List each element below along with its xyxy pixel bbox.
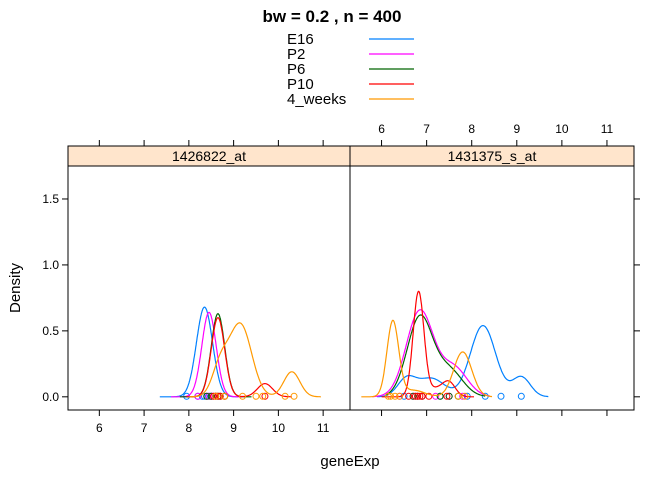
- rug-point-p10: [216, 392, 224, 400]
- rug-point-p10: [418, 392, 426, 400]
- rug-point-p2: [432, 392, 440, 400]
- panel-1: 1426822_at: [67, 145, 351, 411]
- x-tick-label: 10: [272, 421, 286, 435]
- rug-point-4_weeks: [259, 392, 267, 400]
- legend-label-4_weeks: 4_weeks: [287, 91, 346, 108]
- x-axis-label: geneExp: [320, 453, 379, 470]
- legend-label-p6: P6: [287, 61, 305, 78]
- density-line-4_weeks: [361, 319, 493, 398]
- rug-point-p10: [261, 392, 269, 400]
- x-tick-label: 11: [317, 421, 330, 435]
- rug-point-p10: [443, 392, 451, 400]
- rug-point-p10: [209, 392, 217, 400]
- rug-point-4_weeks: [252, 392, 260, 400]
- x-tick-label: 9: [230, 421, 237, 435]
- x-tick-label-top: 9: [513, 122, 520, 136]
- y-tick-label: 1.5: [42, 192, 59, 206]
- rug-point-4_weeks: [221, 392, 229, 400]
- axes: 6 7 8 9 10 11 6 7 8 9 10 11 0.0 0.5 1.0 1.5: [42, 122, 640, 435]
- rug-point-p10: [411, 392, 419, 400]
- rug-point-4_weeks: [290, 392, 298, 400]
- panels: 1426822_at 1431375_s_at: [67, 145, 635, 411]
- rug-point-p10: [405, 392, 413, 400]
- chart-title: bw = 0.2 , n = 400: [263, 7, 402, 26]
- strip-label: 1431375_s_at: [448, 148, 537, 164]
- x-tick-label-top: 7: [423, 122, 430, 136]
- panel-border-2: [349, 165, 635, 411]
- rug-point-e16: [497, 392, 505, 400]
- rug-point-p6: [409, 392, 417, 400]
- legend-label-e16: E16: [287, 31, 314, 48]
- y-tick-label: 0.5: [42, 324, 59, 338]
- rug-point-4_weeks: [281, 392, 289, 400]
- rug-point-4_weeks: [239, 392, 247, 400]
- density-line-e16: [377, 324, 549, 398]
- x-tick-label-top: 10: [555, 122, 569, 136]
- panel-border-1: [67, 165, 351, 411]
- density-line-p2: [372, 309, 490, 398]
- density-line-p10: [186, 317, 292, 398]
- rug-point-p6: [436, 392, 444, 400]
- density-line-4_weeks: [188, 322, 321, 398]
- x-tick-label-top: 6: [378, 122, 385, 136]
- rug-point-p10: [214, 392, 222, 400]
- rug-point-p2: [205, 392, 213, 400]
- rug-point-p10: [414, 392, 422, 400]
- rug-point-4_weeks: [391, 392, 399, 400]
- rug-point-4_weeks: [212, 392, 220, 400]
- rug-point-p6: [207, 392, 215, 400]
- panel-2: 1431375_s_at: [349, 145, 635, 411]
- density-line-p6: [179, 313, 252, 398]
- rug-point-4_weeks: [384, 392, 392, 400]
- legend-label-p2: P2: [287, 46, 305, 63]
- density-line-p2: [171, 311, 243, 398]
- rug-point-e16: [517, 392, 525, 400]
- rug-point-4_weeks: [387, 392, 395, 400]
- x-tick-label: 6: [96, 421, 103, 435]
- rug-point-4_weeks: [396, 392, 404, 400]
- rug-point-p10: [416, 392, 424, 400]
- density-line-p6: [385, 314, 486, 397]
- x-tick-label: 8: [186, 421, 193, 435]
- y-tick-label: 1.0: [42, 258, 59, 272]
- y-axis-label: Density: [7, 262, 24, 313]
- x-tick-label-top: 11: [601, 122, 614, 136]
- y-tick-label: 0.0: [42, 390, 59, 404]
- rug-point-p6: [203, 392, 211, 400]
- rug-point-p10: [425, 392, 433, 400]
- density-line-e16: [159, 306, 239, 398]
- rug-point-4_weeks: [454, 392, 462, 400]
- rug-point-p6: [445, 392, 453, 400]
- x-tick-label-top: 8: [468, 122, 475, 136]
- legend-label-p10: P10: [287, 76, 314, 93]
- x-tick-label: 7: [141, 421, 148, 435]
- rug-point-e16: [201, 392, 209, 400]
- rug-point-4_weeks: [461, 392, 469, 400]
- strip-label: 1426822_at: [172, 148, 246, 164]
